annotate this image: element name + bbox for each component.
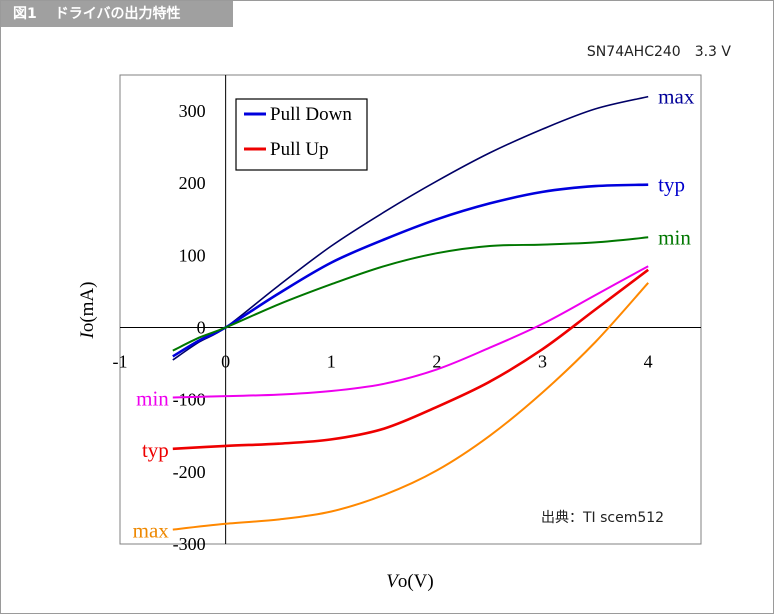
y-tick-label: -300 <box>173 534 206 554</box>
figure-title: ドライバの出力特性 <box>54 6 181 22</box>
x-tick-label: 4 <box>644 352 653 372</box>
y-tick-label: 100 <box>179 245 206 265</box>
pull-up-max-label: max <box>133 519 170 543</box>
pull-down-typ-label: typ <box>658 173 685 197</box>
part-label: SN74AHC240 3.3 V <box>586 44 731 60</box>
legend-pull-down-label: Pull Down <box>270 104 352 125</box>
y-axis-title: Io(mA) <box>77 282 98 340</box>
pull-down-min-label: min <box>658 225 691 249</box>
y-tick-label: -200 <box>173 462 206 482</box>
pull-up-min-line <box>172 265 649 399</box>
y-tick-label: -100 <box>173 390 206 410</box>
axes <box>120 75 701 544</box>
x-tick-label: 0 <box>221 352 230 372</box>
y-tick-label: 300 <box>179 101 206 121</box>
legend: Pull Down Pull Up <box>235 98 368 171</box>
x-axis-title: Vo(V) <box>386 571 434 592</box>
source-note: 出典：TI scem512 <box>541 510 664 526</box>
y-tick-label: 0 <box>197 318 206 338</box>
tick-labels: -1 0 1 2 3 4 -300 -200 -100 0 100 200 300 <box>113 101 653 554</box>
series-lines <box>172 95 649 531</box>
pull-down-max-label: max <box>658 85 695 109</box>
pull-up-typ-line <box>172 268 649 451</box>
figure-number: 図1 <box>13 6 37 22</box>
pull-down-min-line <box>172 236 649 352</box>
pull-up-min-label: min <box>136 387 169 411</box>
legend-pull-up-label: Pull Up <box>270 139 329 160</box>
figure-title-bar: 図1 ドライバの出力特性 <box>1 1 233 27</box>
y-tick-label: 200 <box>179 173 206 193</box>
x-tick-label: -1 <box>113 352 128 372</box>
x-tick-label: 1 <box>327 352 336 372</box>
x-tick-label: 3 <box>538 352 547 372</box>
pull-up-typ-label: typ <box>142 438 169 462</box>
series-labels: max typ min min typ max <box>133 85 695 543</box>
pull-up-max-line <box>172 282 649 531</box>
plot-area <box>119 74 702 545</box>
x-tick-label: 2 <box>432 352 441 372</box>
pull-down-typ-line <box>172 183 649 358</box>
